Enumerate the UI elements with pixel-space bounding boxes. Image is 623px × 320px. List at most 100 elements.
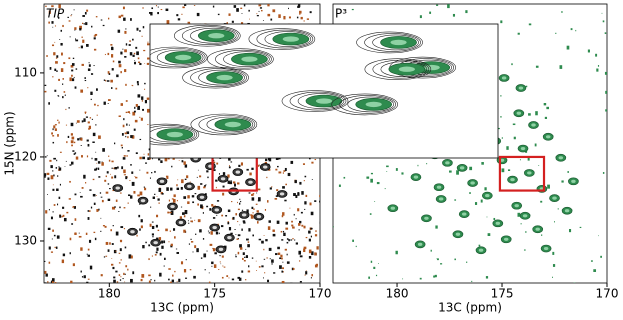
noise-dot — [216, 162, 219, 165]
noise-dot — [112, 266, 115, 270]
noise-dot — [52, 188, 55, 191]
noise-dot — [308, 256, 312, 259]
contour-ring — [356, 31, 423, 54]
noise-dot — [194, 245, 197, 249]
noise-dot — [528, 113, 531, 116]
noise-dot — [73, 76, 75, 78]
contour-core — [438, 197, 444, 201]
noise-dot — [60, 68, 64, 73]
noise-dot — [112, 189, 115, 192]
noise-dot — [163, 240, 166, 244]
noise-dot — [58, 4, 61, 9]
noise-dot — [70, 122, 74, 127]
noise-dot — [286, 238, 289, 240]
noise-dot — [525, 85, 528, 88]
noise-dot — [546, 106, 550, 110]
noise-dot — [237, 208, 240, 211]
noise-dot — [235, 256, 237, 258]
noise-dot — [595, 53, 598, 57]
noise-dot — [555, 32, 557, 34]
noise-dot — [63, 62, 66, 65]
contour-core — [516, 111, 522, 115]
noise-dot — [95, 195, 97, 196]
noise-dot — [183, 161, 186, 165]
noise-dot — [471, 280, 473, 283]
noise-dot — [102, 24, 105, 27]
noise-dot — [277, 253, 279, 255]
noise-dot — [395, 250, 398, 255]
noise-dot — [113, 167, 115, 170]
noise-dot — [135, 103, 138, 107]
noise-dot — [240, 162, 244, 166]
noise-dot — [247, 241, 250, 243]
noise-dot — [107, 52, 110, 56]
contour-core — [241, 56, 258, 62]
noise-dot — [465, 10, 468, 14]
noise-dot — [51, 5, 54, 8]
noise-dot — [280, 254, 283, 258]
noise-dot — [261, 9, 263, 12]
noise-dot — [202, 238, 205, 240]
noise-dot — [105, 79, 107, 82]
noise-dot — [70, 133, 73, 136]
noise-dot — [148, 244, 151, 247]
noise-dot — [370, 172, 373, 175]
noise-dot — [142, 26, 145, 29]
noise-dot — [93, 37, 96, 40]
noise-dot — [575, 29, 577, 32]
noise-dot — [88, 125, 92, 129]
noise-dot — [86, 44, 89, 47]
noise-dot — [135, 46, 138, 49]
noise-dot — [75, 38, 76, 40]
noise-dot — [156, 247, 159, 251]
x-tick-label: 180 — [386, 287, 409, 301]
noise-dot — [81, 276, 84, 278]
noise-dot — [120, 51, 123, 55]
noise-dot — [544, 116, 548, 119]
noise-dot — [151, 225, 155, 230]
noise-dot — [319, 200, 320, 203]
noise-dot — [97, 210, 99, 212]
noise-dot — [92, 141, 95, 143]
noise-dot — [216, 214, 218, 217]
noise-dot — [97, 167, 100, 170]
noise-dot — [108, 159, 111, 162]
noise-dot — [110, 229, 112, 232]
noise-dot — [525, 231, 527, 233]
y-tick-label: 120 — [14, 149, 37, 163]
noise-dot — [196, 248, 199, 253]
contour-core — [531, 123, 536, 127]
noise-dot — [290, 160, 294, 164]
contour-core — [262, 165, 268, 169]
noise-dot — [211, 265, 213, 267]
noise-dot — [231, 20, 234, 23]
noise-dot — [436, 258, 438, 260]
contour-core — [413, 175, 419, 179]
noise-dot — [81, 36, 83, 38]
noise-dot — [123, 155, 126, 157]
noise-dot — [70, 280, 73, 283]
noise-dot — [51, 21, 54, 24]
noise-dot — [266, 176, 268, 179]
noise-dot — [83, 23, 85, 25]
noise-dot — [245, 255, 249, 259]
noise-dot — [91, 157, 93, 160]
noise-dot — [274, 198, 278, 200]
noise-dot — [129, 40, 132, 42]
noise-dot — [137, 194, 140, 197]
noise-dot — [98, 208, 100, 211]
noise-dot — [58, 166, 60, 168]
noise-dot — [128, 124, 130, 126]
noise-dot — [146, 97, 150, 100]
noise-dot — [84, 112, 86, 114]
noise-dot — [90, 91, 93, 95]
noise-dot — [125, 43, 128, 46]
contour-core — [522, 214, 528, 218]
noise-dot — [305, 236, 308, 239]
noise-dot — [143, 153, 145, 155]
noise-dot — [419, 15, 422, 19]
noise-dot — [90, 98, 92, 101]
noise-dot — [433, 275, 436, 278]
noise-dot — [305, 270, 307, 272]
noise-dot — [85, 182, 87, 184]
